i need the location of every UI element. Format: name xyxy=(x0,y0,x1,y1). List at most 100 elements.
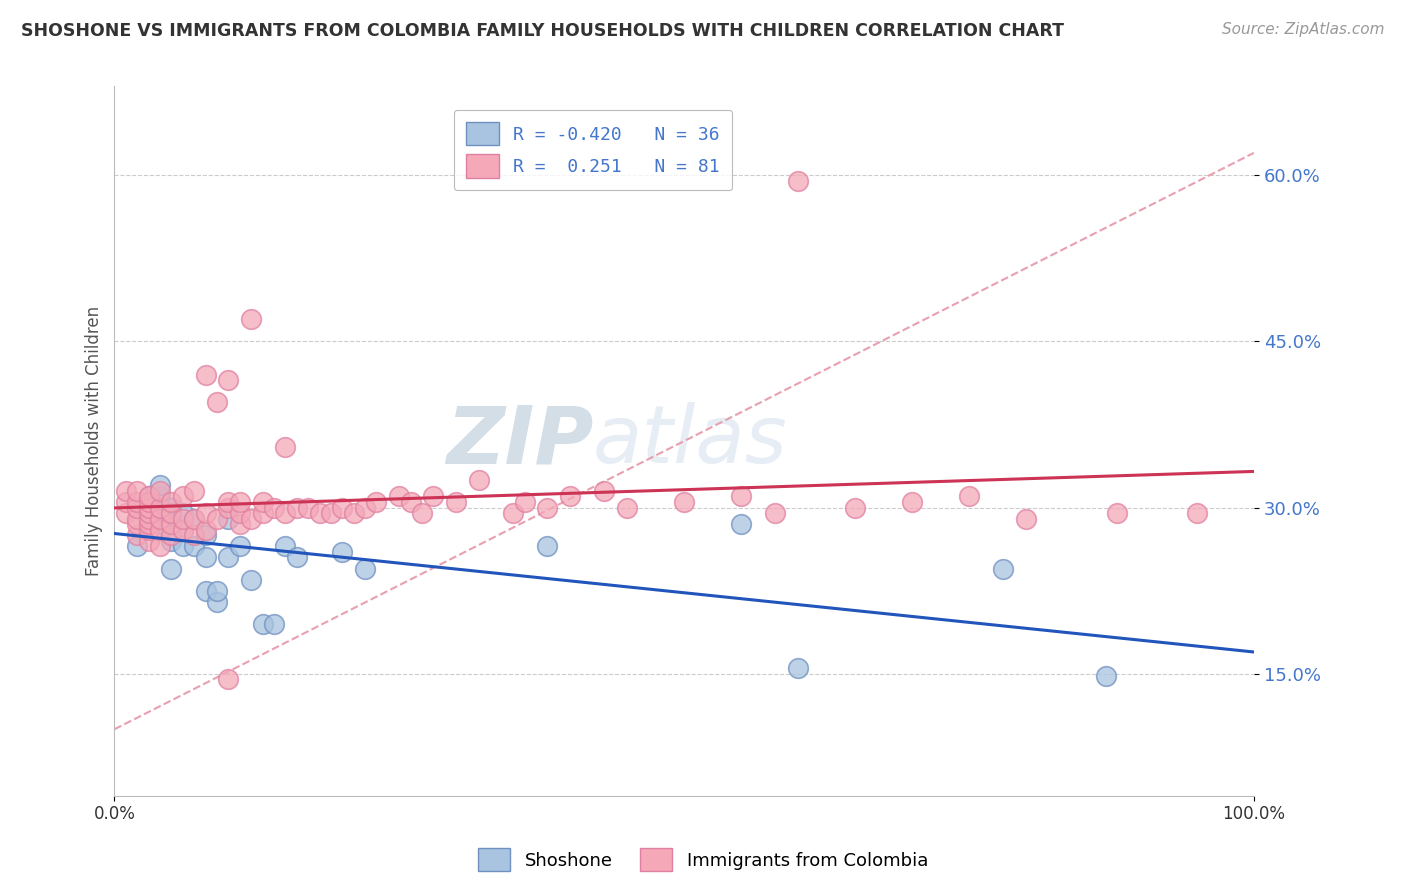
Point xyxy=(127,483,149,498)
Point xyxy=(205,511,228,525)
Point xyxy=(240,312,263,326)
Point xyxy=(149,511,172,525)
Point xyxy=(127,511,149,525)
Point xyxy=(354,561,377,575)
Point xyxy=(513,495,536,509)
Point xyxy=(274,440,297,454)
Point xyxy=(787,173,810,187)
Point xyxy=(172,506,194,520)
Point xyxy=(127,517,149,532)
Point xyxy=(138,506,160,520)
Point xyxy=(127,495,149,509)
Point xyxy=(411,506,433,520)
Point xyxy=(252,495,274,509)
Legend: Shoshone, Immigrants from Colombia: Shoshone, Immigrants from Colombia xyxy=(471,841,935,879)
Point xyxy=(252,506,274,520)
Point xyxy=(138,495,160,509)
Point xyxy=(183,528,205,542)
Point xyxy=(673,495,696,509)
Point xyxy=(217,550,239,565)
Point xyxy=(138,511,160,525)
Point xyxy=(149,523,172,537)
Point xyxy=(138,506,160,520)
Point xyxy=(183,511,205,525)
Point xyxy=(1185,506,1208,520)
Point xyxy=(536,540,558,554)
Point xyxy=(308,506,330,520)
Point xyxy=(127,540,149,554)
Point xyxy=(901,495,924,509)
Point xyxy=(229,517,252,532)
Point xyxy=(160,511,183,525)
Point xyxy=(149,500,172,515)
Point xyxy=(149,517,172,532)
Point xyxy=(229,495,252,509)
Point xyxy=(263,616,285,631)
Point xyxy=(172,523,194,537)
Point xyxy=(319,506,342,520)
Point xyxy=(399,495,422,509)
Point xyxy=(1015,511,1038,525)
Point xyxy=(205,395,228,409)
Point xyxy=(844,500,866,515)
Point xyxy=(330,545,353,559)
Point xyxy=(160,561,183,575)
Point xyxy=(183,511,205,525)
Point xyxy=(763,506,786,520)
Point xyxy=(172,511,194,525)
Point xyxy=(787,661,810,675)
Point xyxy=(149,490,172,504)
Point xyxy=(285,500,308,515)
Point xyxy=(217,500,239,515)
Point xyxy=(297,500,319,515)
Point xyxy=(422,490,444,504)
Point xyxy=(194,528,217,542)
Point xyxy=(468,473,491,487)
Point xyxy=(1094,669,1116,683)
Point xyxy=(160,495,183,509)
Point xyxy=(354,500,377,515)
Point xyxy=(274,506,297,520)
Point xyxy=(240,511,263,525)
Point xyxy=(240,573,263,587)
Point xyxy=(138,500,160,515)
Point xyxy=(205,583,228,598)
Point xyxy=(172,523,194,537)
Point xyxy=(149,500,172,515)
Point xyxy=(138,517,160,532)
Point xyxy=(252,616,274,631)
Point xyxy=(1107,506,1129,520)
Point xyxy=(217,373,239,387)
Y-axis label: Family Households with Children: Family Households with Children xyxy=(86,306,103,576)
Point xyxy=(991,561,1014,575)
Point xyxy=(730,517,752,532)
Point xyxy=(957,490,980,504)
Point xyxy=(330,500,353,515)
Point xyxy=(114,495,136,509)
Point xyxy=(127,500,149,515)
Point xyxy=(127,528,149,542)
Point xyxy=(274,540,297,554)
Point xyxy=(730,490,752,504)
Point xyxy=(160,528,183,542)
Point xyxy=(138,490,160,504)
Point xyxy=(194,506,217,520)
Point xyxy=(160,533,183,548)
Point xyxy=(229,540,252,554)
Point xyxy=(444,495,467,509)
Text: atlas: atlas xyxy=(593,402,787,480)
Point xyxy=(160,500,183,515)
Text: ZIP: ZIP xyxy=(446,402,593,480)
Point xyxy=(366,495,388,509)
Legend: R = -0.420   N = 36, R =  0.251   N = 81: R = -0.420 N = 36, R = 0.251 N = 81 xyxy=(454,110,733,190)
Point xyxy=(114,506,136,520)
Point xyxy=(138,533,160,548)
Point xyxy=(593,483,616,498)
Point xyxy=(194,550,217,565)
Point xyxy=(217,495,239,509)
Point xyxy=(263,500,285,515)
Point xyxy=(160,517,183,532)
Point xyxy=(205,595,228,609)
Point xyxy=(149,483,172,498)
Point xyxy=(194,583,217,598)
